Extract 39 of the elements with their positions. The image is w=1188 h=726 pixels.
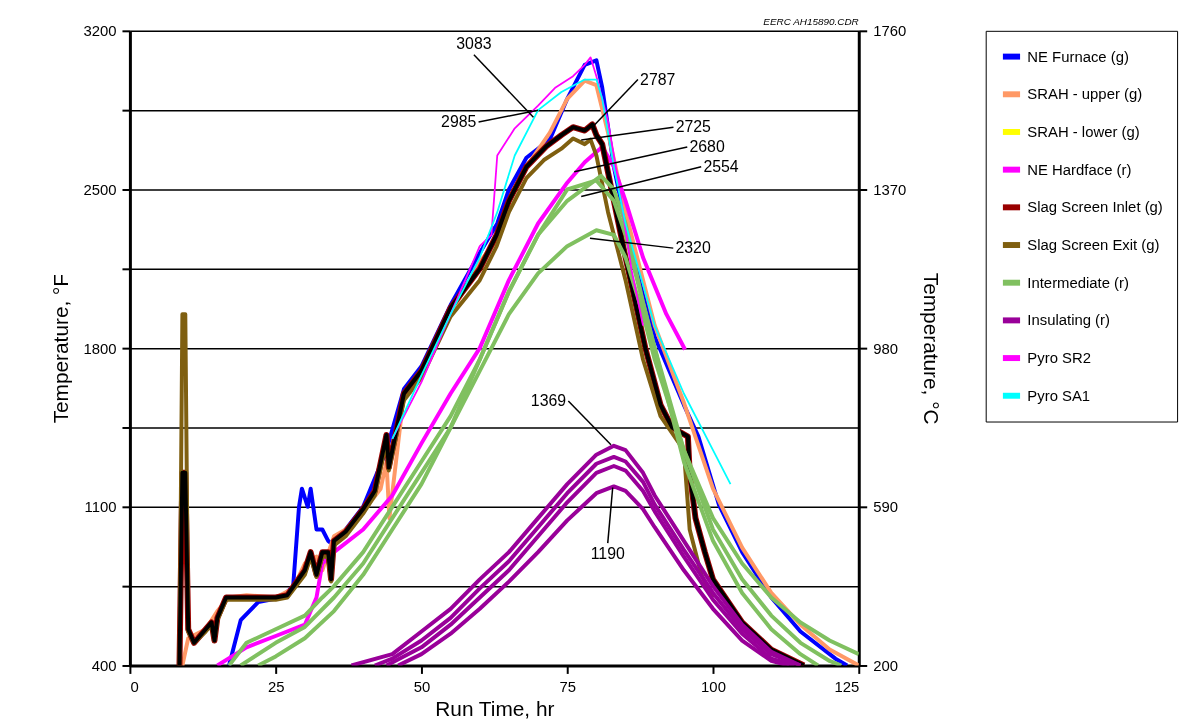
y-tick-label: 1100 [84, 499, 117, 516]
y2-tick-label: 1760 [873, 23, 907, 40]
y2-tick-label: 1370 [873, 181, 907, 198]
annotation: 2985 [441, 113, 477, 131]
y-tick-label: 3200 [83, 23, 117, 40]
y-tick-label: 2500 [83, 181, 117, 198]
annotation: 1190 [590, 544, 625, 562]
y2-tick-label: 200 [873, 657, 898, 674]
text: EERC AH15890.CDR [763, 15, 859, 27]
legend-label: SRAH - upper (g) [1027, 86, 1143, 103]
annotation: 2554 [703, 157, 739, 175]
y-axis-title: Temperature, °F [48, 273, 72, 424]
legend-label: Insulating (r) [1027, 312, 1110, 329]
legend-label: NE Hardface (r) [1027, 161, 1132, 178]
y-tick-label: 400 [91, 657, 117, 674]
y-tick-label: 1800 [83, 340, 117, 357]
legend-label: Slag Screen Exit (g) [1027, 236, 1160, 253]
y2-tick-label: 590 [873, 499, 898, 516]
legend-label: Pyro SR2 [1027, 350, 1091, 367]
x-tick-label: 25 [267, 678, 285, 695]
x-axis-title: Run Time, hr [435, 696, 555, 720]
x-tick-label: 100 [701, 678, 726, 695]
x-tick-label: 125 [834, 678, 860, 695]
legend-label: SRAH - lower (g) [1027, 123, 1140, 140]
annotation: 1369 [530, 392, 567, 410]
x-tick-label: 0 [130, 678, 139, 695]
legend-label: Intermediate (r) [1027, 274, 1129, 291]
legend-label: NE Furnace (g) [1027, 48, 1129, 65]
annotation: 2320 [675, 239, 711, 257]
annotation: 2725 [675, 118, 712, 136]
annotation: 2680 [689, 137, 725, 155]
y2-axis-title: Temperature, °C [920, 272, 944, 425]
y2-tick-label: 980 [873, 340, 898, 357]
legend-label: Pyro SA1 [1027, 387, 1091, 404]
annotation: 2787 [640, 70, 676, 88]
x-tick-label: 50 [413, 678, 431, 695]
x-tick-label: 75 [559, 678, 576, 695]
legend-label: Slag Screen Inlet (g) [1027, 199, 1163, 216]
annotation: 3083 [456, 34, 492, 52]
